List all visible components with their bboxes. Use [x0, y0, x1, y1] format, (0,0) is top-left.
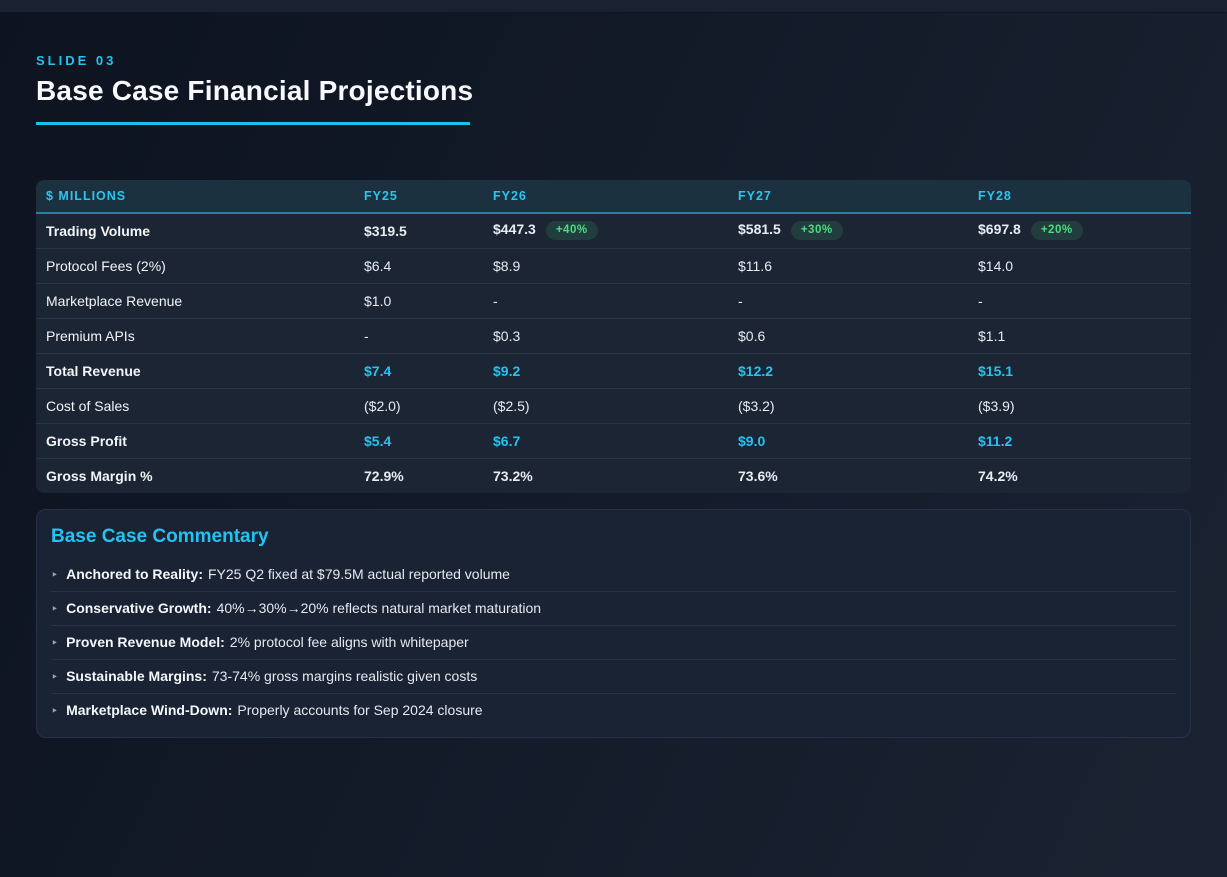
cell-value: $697.8: [978, 221, 1021, 238]
growth-badge: +40%: [545, 221, 598, 241]
commentary-list: ‣ Anchored to Reality: FY25 Q2 fixed at $…: [51, 558, 1176, 727]
bullet-arrow-icon: ‣: [51, 704, 59, 718]
cell-value: $11.6: [728, 248, 968, 284]
commentary-bullet-margins: ‣ Sustainable Margins: 73-74% gross margi…: [51, 660, 1176, 694]
cell-value: $8.9: [483, 248, 728, 284]
cell-value: $319.5: [364, 222, 407, 239]
cell-value: ($3.9): [968, 388, 1191, 424]
cell-value: $0.6: [728, 318, 968, 354]
bullet-text: 2% protocol fee aligns with whitepaper: [229, 634, 469, 650]
cell-value: $1.0: [354, 283, 483, 319]
table-row-protocol-fees: Protocol Fees (2%) $6.4 $8.9 $11.6 $14.0: [36, 248, 1191, 284]
bullet-arrow-icon: ‣: [51, 670, 59, 684]
row-label: Gross Margin %: [36, 458, 354, 493]
cell-value: -: [354, 318, 483, 354]
commentary-bullet-growth: ‣ Conservative Growth: 40%→30%→20% reflec…: [51, 592, 1176, 626]
bullet-text: 40%→30%→20% reflects natural market matu…: [216, 600, 542, 616]
financial-projections-table: $ MILLIONS FY25 FY26 FY27 FY28 Trading V…: [36, 180, 1191, 493]
bullet-arrow-icon: ‣: [51, 568, 59, 582]
cell-value: 72.9%: [354, 458, 483, 493]
cell-value: $5.4: [354, 423, 483, 459]
cell-value: $15.1: [968, 353, 1191, 389]
row-label: Premium APIs: [36, 318, 354, 354]
column-header-fy28: FY28: [968, 180, 1191, 214]
cell-value: $14.0: [968, 248, 1191, 284]
bullet-text: Properly accounts for Sep 2024 closure: [237, 702, 483, 718]
table-row-gross-margin: Gross Margin % 72.9% 73.2% 73.6% 74.2%: [36, 458, 1191, 493]
column-header-fy25: FY25: [354, 180, 483, 214]
cell-value: $581.5: [738, 221, 781, 238]
cell-value: $11.2: [968, 423, 1191, 459]
bullet-arrow-icon: ‣: [51, 602, 59, 616]
window-top-strip: [0, 0, 1227, 13]
commentary-panel: Base Case Commentary ‣ Anchored to Reali…: [36, 509, 1191, 738]
cell-value: 73.2%: [483, 458, 728, 493]
cell-value: $9.2: [483, 353, 728, 389]
table-row-total-revenue: Total Revenue $7.4 $9.2 $12.2 $15.1: [36, 353, 1191, 389]
growth-badge: +20%: [1030, 221, 1083, 241]
page-title: Base Case Financial Projections: [36, 75, 474, 106]
table-row-marketplace-revenue: Marketplace Revenue $1.0 - - -: [36, 283, 1191, 319]
column-header-fy27: FY27: [728, 180, 968, 214]
cell-value: $447.3: [493, 221, 536, 238]
cell-value: $1.1: [968, 318, 1191, 354]
table-header-row: $ MILLIONS FY25 FY26 FY27 FY28: [36, 180, 1191, 214]
growth-badge: +30%: [790, 221, 843, 241]
cell-value: $9.0: [728, 423, 968, 459]
slide-canvas: SLIDE 03 Base Case Financial Projections…: [0, 13, 1227, 877]
cell-value: 74.2%: [968, 458, 1191, 493]
cell-value: $6.4: [354, 248, 483, 284]
cell-value: ($2.0): [354, 388, 483, 424]
table-row-gross-profit: Gross Profit $5.4 $6.7 $9.0 $11.2: [36, 423, 1191, 459]
row-label: Total Revenue: [36, 353, 354, 389]
bullet-text: 73-74% gross margins realistic given cos…: [211, 668, 478, 684]
row-label: Marketplace Revenue: [36, 283, 354, 319]
bullet-arrow-icon: ‣: [51, 636, 59, 650]
bullet-lead: Conservative Growth:: [66, 600, 212, 616]
column-header-metric: $ MILLIONS: [36, 180, 354, 214]
row-label: Gross Profit: [36, 423, 354, 459]
cell-value: ($2.5): [483, 388, 728, 424]
bullet-lead: Marketplace Wind-Down:: [66, 702, 233, 718]
slide-number-eyebrow: SLIDE 03: [36, 53, 117, 68]
commentary-bullet-revenue-model: ‣ Proven Revenue Model: 2% protocol fee a…: [51, 626, 1176, 660]
table-row-premium-apis: Premium APIs - $0.3 $0.6 $1.1: [36, 318, 1191, 354]
cell-value: $6.7: [483, 423, 728, 459]
row-label: Protocol Fees (2%): [36, 248, 354, 284]
title-underline-accent: [36, 122, 470, 125]
commentary-bullet-anchored: ‣ Anchored to Reality: FY25 Q2 fixed at $…: [51, 558, 1176, 592]
bullet-lead: Proven Revenue Model:: [66, 634, 225, 650]
cell-value: -: [728, 283, 968, 319]
cell-value: $7.4: [354, 353, 483, 389]
bullet-lead: Sustainable Margins:: [66, 668, 207, 684]
commentary-title: Base Case Commentary: [51, 526, 269, 547]
cell-value: $12.2: [728, 353, 968, 389]
cell-value: -: [483, 283, 728, 319]
financial-projections-table-card: $ MILLIONS FY25 FY26 FY27 FY28 Trading V…: [36, 180, 1191, 493]
table-row-trading-volume: Trading Volume $319.5 $447.3 +40% $581.5 +…: [36, 213, 1191, 249]
bullet-lead: Anchored to Reality:: [66, 566, 203, 582]
cell-value: $0.3: [483, 318, 728, 354]
cell-value: 73.6%: [728, 458, 968, 493]
commentary-bullet-wind-down: ‣ Marketplace Wind-Down: Properly account…: [51, 694, 1176, 727]
column-header-fy26: FY26: [483, 180, 728, 214]
cell-value: -: [968, 283, 1191, 319]
bullet-text: FY25 Q2 fixed at $79.5M actual reported …: [207, 566, 510, 582]
row-label: Trading Volume: [36, 213, 354, 249]
table-row-cost-of-sales: Cost of Sales ($2.0) ($2.5) ($3.2) ($3.9…: [36, 388, 1191, 424]
cell-value: ($3.2): [728, 388, 968, 424]
row-label: Cost of Sales: [36, 388, 354, 424]
